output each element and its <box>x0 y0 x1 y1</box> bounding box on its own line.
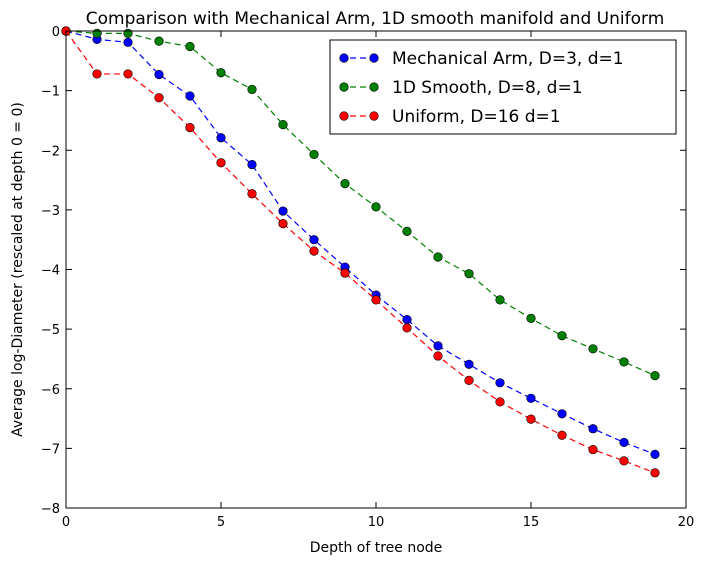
series-line <box>65 30 656 377</box>
legend-marker <box>369 111 379 121</box>
y-tick-label: −2 <box>41 144 60 159</box>
y-tick-label: −1 <box>41 85 60 100</box>
data-point <box>557 430 567 440</box>
data-point <box>247 159 257 170</box>
data-point <box>340 268 350 278</box>
legend-label: Mechanical Arm, D=3, d=1 <box>392 49 624 69</box>
y-tick-label: −7 <box>41 442 60 457</box>
ticks-layer: 0 5 10 15 20 0 −1 −2 −3 −4 −5 −6 −7 −8 <box>41 25 694 530</box>
data-point <box>526 313 536 323</box>
x-axis-title: Depth of tree node <box>310 540 443 556</box>
data-point <box>371 295 381 305</box>
data-point <box>92 69 102 79</box>
legend: Mechanical Arm, D=3, d=1 1D Smooth, D=8, … <box>329 39 677 135</box>
data-point <box>371 202 381 212</box>
x-tick-label: 20 <box>678 515 695 530</box>
data-point <box>123 37 133 47</box>
data-point <box>557 331 567 341</box>
y-tick-label: 0 <box>52 25 60 40</box>
data-point <box>433 341 443 351</box>
data-point <box>247 189 257 199</box>
x-tick-label: 15 <box>523 515 540 530</box>
data-point <box>433 351 443 361</box>
y-tick-label: −5 <box>41 323 60 338</box>
chart-title: Comparison with Mechanical Arm, 1D smoot… <box>86 9 665 29</box>
series-layer <box>61 26 660 478</box>
data-point <box>650 371 660 381</box>
data-point <box>526 393 536 403</box>
data-point <box>464 269 474 279</box>
data-point <box>588 424 598 434</box>
data-point <box>557 409 567 419</box>
data-point <box>309 246 319 256</box>
data-point <box>340 179 350 189</box>
y-tick-label: −6 <box>41 383 60 398</box>
data-point <box>495 397 505 407</box>
data-point <box>619 357 629 367</box>
series-2 <box>61 26 660 478</box>
legend-label: 1D Smooth, D=8, d=1 <box>392 78 583 98</box>
x-tick-label: 5 <box>217 515 225 530</box>
data-point <box>309 149 319 160</box>
data-point <box>185 91 195 101</box>
data-point <box>619 437 629 448</box>
legend-marker <box>369 82 379 92</box>
data-point <box>464 375 474 386</box>
data-point <box>278 206 288 216</box>
data-point <box>588 344 598 354</box>
series-1 <box>61 26 660 381</box>
data-point <box>185 122 195 133</box>
data-point <box>309 235 319 245</box>
data-point <box>185 41 195 52</box>
data-point <box>402 226 412 236</box>
data-point <box>216 68 226 78</box>
data-point <box>619 456 629 466</box>
legend-label: Uniform, D=16 d=1 <box>392 107 561 127</box>
y-tick-label: −8 <box>41 502 60 517</box>
y-tick-label: −3 <box>41 204 60 219</box>
data-point <box>278 120 288 130</box>
data-point <box>526 414 536 424</box>
data-point <box>433 252 443 262</box>
data-point <box>495 295 505 305</box>
data-point <box>123 69 133 79</box>
series-line <box>65 30 656 455</box>
data-point <box>495 378 505 388</box>
data-point <box>154 69 164 80</box>
data-point <box>650 468 660 478</box>
legend-item: Mechanical Arm, D=3, d=1 <box>339 49 624 69</box>
legend-item: 1D Smooth, D=8, d=1 <box>339 78 583 98</box>
legend-marker <box>369 53 379 63</box>
data-point <box>402 323 412 333</box>
series-line <box>65 30 656 474</box>
legend-marker <box>339 111 349 121</box>
y-axis-title: Average log-Diameter (rescaled at depth … <box>10 102 26 437</box>
data-point <box>154 36 164 46</box>
legend-marker <box>339 82 349 92</box>
data-point <box>402 314 412 325</box>
legend-marker <box>339 53 349 63</box>
data-point <box>92 28 102 38</box>
data-point <box>216 133 226 143</box>
y-tick-label: −4 <box>41 264 60 279</box>
legend-item: Uniform, D=16 d=1 <box>339 107 561 127</box>
data-point <box>216 158 226 168</box>
data-point <box>650 449 660 459</box>
data-point <box>464 359 474 369</box>
legend-box <box>329 39 677 135</box>
x-tick-label: 0 <box>62 515 70 530</box>
data-point <box>154 93 164 103</box>
data-point <box>588 444 598 455</box>
data-point <box>278 218 288 229</box>
x-tick-label: 10 <box>368 515 385 530</box>
data-point <box>123 28 133 38</box>
data-point <box>247 84 257 95</box>
